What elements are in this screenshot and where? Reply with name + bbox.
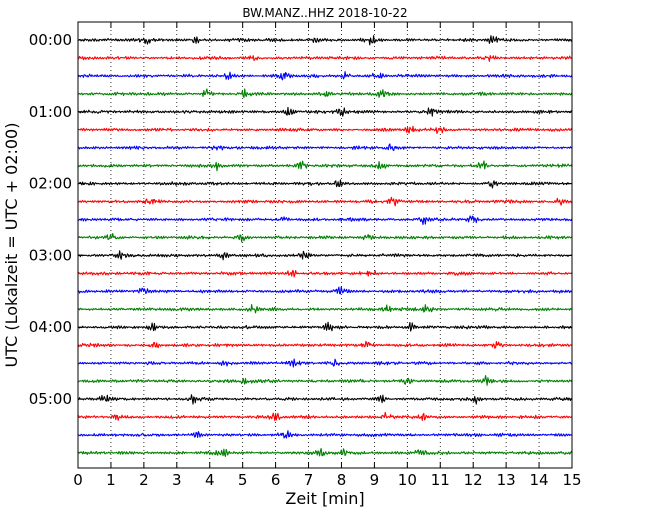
x-tick-label: 13: [497, 471, 516, 489]
seismogram-traces: [77, 35, 573, 458]
chart-title: BW.MANZ..HHZ 2018-10-22: [242, 6, 407, 20]
seismogram-trace: [77, 374, 573, 386]
seismogram-trace: [77, 179, 573, 189]
seismogram-trace: [77, 35, 573, 46]
y-tick-label: 04:00: [29, 318, 72, 336]
axis-ticks: 0 1 2 3 4 5 6 7 8 9 10 11 12 13 14 1500:0001:0002:0003:…: [29, 22, 582, 489]
seismogram-trace: [77, 321, 573, 332]
seismogram-trace: [77, 430, 573, 439]
grid-lines: [110, 22, 540, 468]
x-axis-label: Zeit [min]: [285, 489, 364, 508]
x-tick-label: 2: [139, 471, 149, 489]
seismogram-trace: [77, 215, 573, 226]
seismogram-trace: [77, 340, 573, 349]
y-tick-label: 03:00: [29, 246, 72, 264]
x-tick-label: 8: [337, 471, 347, 489]
x-tick-label: 4: [205, 471, 215, 489]
x-tick-label: 1: [106, 471, 116, 489]
y-tick-label: 05:00: [29, 390, 72, 408]
x-tick-label: 3: [172, 471, 182, 489]
seismogram-trace: [77, 125, 573, 134]
x-tick-label: 14: [530, 471, 549, 489]
x-tick-label: 12: [464, 471, 483, 489]
seismogram-trace: [77, 447, 573, 458]
plot-frame: [77, 21, 573, 469]
x-tick-label: 6: [271, 471, 281, 489]
x-tick-label: 11: [431, 471, 450, 489]
seismogram-trace: [77, 233, 573, 243]
x-tick-label: 10: [398, 471, 417, 489]
y-axis-label: UTC (Lokalzeit = UTC + 02:00): [2, 123, 21, 368]
seismogram-trace: [77, 394, 573, 405]
seismogram-trace: [77, 269, 573, 278]
seismogram-trace: [77, 143, 573, 152]
x-tick-label: 5: [238, 471, 248, 489]
seismogram-trace: [77, 303, 573, 314]
x-tick-label: 0: [73, 471, 83, 489]
y-tick-label: 02:00: [29, 175, 72, 193]
seismogram-trace: [77, 358, 573, 368]
seismogram-trace: [77, 54, 573, 62]
seismogram-trace: [77, 250, 573, 261]
x-tick-label: 15: [562, 471, 581, 489]
y-tick-label: 00:00: [29, 31, 72, 49]
seismogram-trace: [77, 160, 573, 172]
y-tick-label: 01:00: [29, 103, 72, 121]
x-tick-label: 9: [370, 471, 380, 489]
x-tick-label: 7: [304, 471, 314, 489]
seismogram-trace: [77, 71, 573, 81]
seismogram-trace: [77, 411, 573, 422]
seismogram-trace: [77, 196, 573, 207]
seismogram-trace: [77, 286, 573, 295]
seismogram-trace: [77, 88, 573, 98]
seismogram-trace: [77, 106, 573, 117]
